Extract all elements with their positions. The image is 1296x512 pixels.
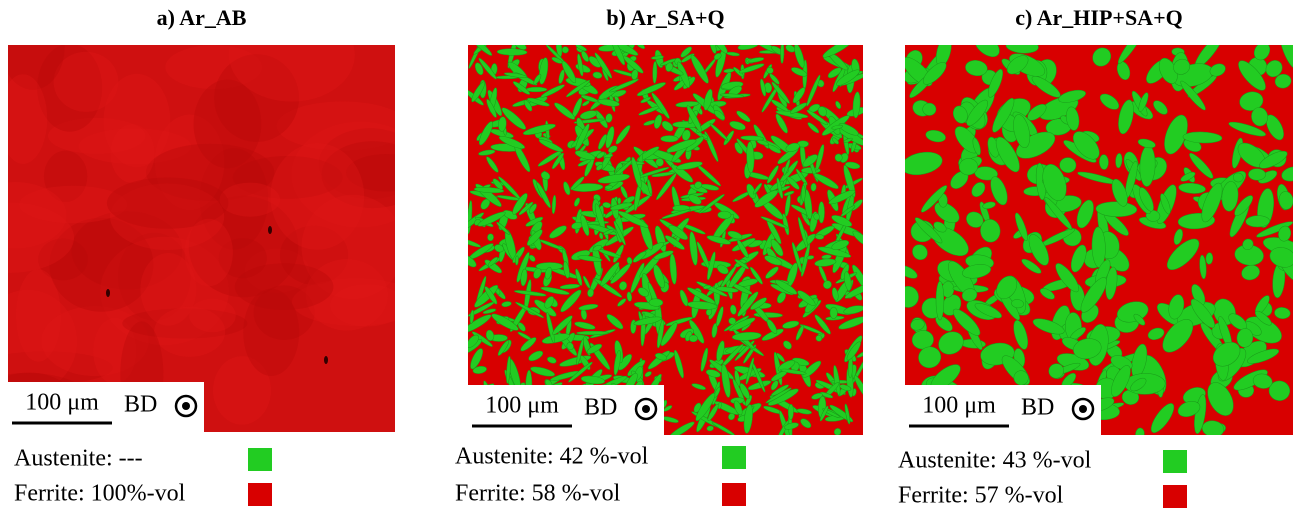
austenite-grain [605,185,613,189]
austenite-grain [661,135,679,142]
legend-swatch [722,446,746,469]
grain-shade [229,8,355,102]
legend-swatch [722,483,746,506]
grain-shade [110,124,154,183]
austenite-grain [718,211,731,219]
grain-shade [1,4,65,90]
grain-shade [189,299,236,333]
austenite-grain [811,183,817,191]
austenite-grain [652,61,657,83]
legend-swatch [248,483,272,506]
panel-title: b) Ar_SA+Q [606,5,724,30]
austenite-grain [923,103,937,116]
austenite-grain [689,335,698,342]
austenite-grain [936,281,944,320]
grain-shade [235,263,334,310]
grain-shade [194,79,262,168]
grain-shade [270,143,364,250]
panel-title: c) Ar_HIP+SA+Q [1015,5,1182,30]
austenite-grain [801,185,805,201]
austenite-grain [617,198,621,205]
micrograph [455,33,874,447]
panel-title: a) Ar_AB [157,5,247,30]
austenite-grain [1246,215,1270,227]
direction-dot [642,405,650,413]
austenite-grain [788,404,794,420]
figure: a) Ar_AB 100 μm BD Austenite: --- Ferrite: 1… [0,0,1296,512]
austenite-grain [526,87,547,92]
austenite-grain [818,202,824,223]
legend-label: Ferrite: 100%-vol [14,481,186,507]
grain-shade [0,74,47,164]
legend-label: Ferrite: 57 %-vol [898,483,1064,509]
scale-bar-label: 100 μm [922,393,996,419]
austenite-grain [780,42,784,63]
grain-shade [54,52,119,112]
austenite-grain [1248,168,1265,180]
austenite-grain [577,331,609,335]
austenite-grain [830,307,838,319]
direction-label: BD [1021,395,1054,421]
austenite-grain [815,234,824,239]
legend-swatch [248,448,272,471]
grain-shade [185,219,233,287]
page: a) Ar_AB 100 μm BD Austenite: --- Ferrite: 1… [0,0,1296,512]
grain-shade [220,183,280,217]
austenite-grain [515,256,519,266]
pore [324,356,328,364]
legend-label: Austenite: 43 %-vol [898,448,1092,474]
legend-swatch [1163,450,1187,473]
direction-label: BD [584,395,617,421]
scale-bar-label: 100 μm [485,393,559,419]
scale-bar-label: 100 μm [25,390,99,416]
pore [106,289,110,297]
legend-swatch [1163,485,1187,508]
direction-label: BD [124,392,157,418]
legend-label: Ferrite: 58 %-vol [455,481,621,507]
direction-dot [1079,405,1087,413]
pore [268,226,272,234]
micrograph [896,27,1296,446]
austenite-grain [649,299,663,307]
legend-label: Austenite: 42 %-vol [455,444,649,470]
austenite-grain [1099,155,1109,170]
legend-label: Austenite: --- [14,446,143,472]
direction-dot [182,402,190,410]
austenite-grain [487,234,494,241]
